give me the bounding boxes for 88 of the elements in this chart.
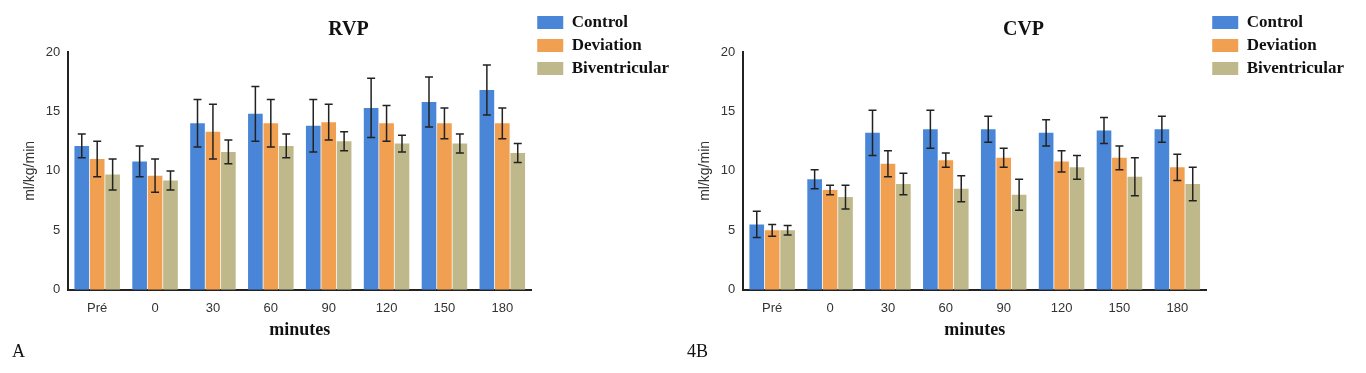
x-tick-label: 180 bbox=[1166, 300, 1189, 316]
y-tick-label: 5 bbox=[728, 221, 736, 237]
bar bbox=[822, 189, 838, 290]
bar bbox=[278, 145, 294, 290]
bar bbox=[263, 123, 279, 290]
bar bbox=[749, 224, 765, 290]
y-tick-label: 10 bbox=[720, 162, 736, 178]
bar bbox=[132, 161, 147, 290]
x-tick-label: 150 bbox=[433, 300, 456, 316]
text: 4B bbox=[687, 340, 709, 361]
bar bbox=[336, 141, 352, 290]
bar bbox=[880, 163, 896, 290]
y-axis-title: ml/kg/min bbox=[696, 140, 713, 201]
x-tick-label: 120 bbox=[1050, 300, 1073, 316]
bar bbox=[394, 143, 410, 290]
bar bbox=[1038, 132, 1054, 290]
y-tick-label: 20 bbox=[720, 43, 736, 59]
bar bbox=[190, 123, 205, 290]
bar bbox=[163, 180, 178, 290]
bar bbox=[494, 123, 510, 290]
bar bbox=[437, 123, 452, 290]
x-tick-label: 120 bbox=[375, 300, 398, 316]
bar bbox=[205, 131, 221, 290]
x-tick-label: 30 bbox=[205, 300, 221, 316]
bar bbox=[363, 107, 379, 290]
bar bbox=[764, 230, 780, 290]
bar bbox=[379, 123, 394, 290]
bar bbox=[1096, 130, 1112, 290]
y-tick-label: 20 bbox=[45, 43, 61, 59]
chart-title: CVP bbox=[1002, 17, 1045, 40]
bar bbox=[996, 157, 1012, 290]
bar bbox=[321, 122, 337, 290]
bar bbox=[221, 151, 236, 290]
x-tick-label: 60 bbox=[263, 300, 279, 316]
x-tick-label: 0 bbox=[151, 300, 159, 316]
bar bbox=[510, 153, 526, 290]
bar bbox=[938, 160, 954, 290]
x-tick-label: 30 bbox=[880, 300, 896, 316]
y-tick-label: 5 bbox=[53, 221, 61, 237]
bar bbox=[1054, 161, 1069, 290]
legend-label: Deviation bbox=[1246, 34, 1318, 54]
y-axis-title: ml/kg/min bbox=[21, 140, 38, 201]
bar bbox=[953, 188, 969, 290]
legend-label: Control bbox=[571, 11, 629, 31]
bar bbox=[1169, 167, 1185, 290]
x-tick-label: 150 bbox=[1108, 300, 1131, 316]
bar bbox=[74, 145, 90, 290]
legend-label: Deviation bbox=[571, 34, 643, 54]
y-tick-label: 15 bbox=[720, 103, 736, 119]
bar bbox=[865, 132, 880, 290]
bar bbox=[1154, 129, 1170, 290]
bar bbox=[1185, 183, 1201, 290]
bar bbox=[89, 159, 105, 290]
legend-label: Biventricular bbox=[571, 57, 670, 77]
chart-title: RVP bbox=[328, 17, 369, 40]
bar bbox=[248, 113, 263, 290]
x-axis-title: minutes bbox=[269, 318, 331, 339]
bar bbox=[452, 143, 468, 290]
x-tick-label: 90 bbox=[321, 300, 336, 316]
x-tick-label: 90 bbox=[996, 300, 1011, 316]
bar bbox=[147, 175, 163, 290]
x-tick-label: 180 bbox=[491, 300, 514, 316]
x-tick-label: Pré bbox=[762, 300, 783, 316]
x-tick-label: 60 bbox=[938, 300, 954, 316]
bar bbox=[807, 179, 822, 290]
bar bbox=[479, 90, 495, 290]
x-tick-label: Pré bbox=[87, 300, 108, 316]
bar bbox=[923, 129, 938, 290]
text: A bbox=[12, 340, 25, 361]
bar bbox=[896, 183, 911, 290]
legend-label: Control bbox=[1246, 11, 1304, 31]
y-tick-label: 0 bbox=[53, 281, 61, 297]
bar bbox=[980, 129, 996, 290]
x-tick-label: 0 bbox=[826, 300, 834, 316]
bar bbox=[780, 230, 795, 290]
bar bbox=[105, 174, 120, 290]
bar bbox=[305, 125, 321, 290]
bar bbox=[1069, 167, 1085, 290]
bar bbox=[1011, 194, 1027, 290]
bar bbox=[1127, 176, 1143, 290]
legend-label: Biventricular bbox=[1246, 57, 1345, 77]
x-axis-title: minutes bbox=[944, 318, 1006, 339]
y-tick-label: 15 bbox=[45, 103, 61, 119]
y-tick-label: 10 bbox=[45, 162, 61, 178]
bar bbox=[838, 197, 853, 290]
bar bbox=[421, 101, 437, 290]
bar bbox=[1112, 157, 1127, 290]
y-tick-label: 0 bbox=[728, 281, 736, 297]
